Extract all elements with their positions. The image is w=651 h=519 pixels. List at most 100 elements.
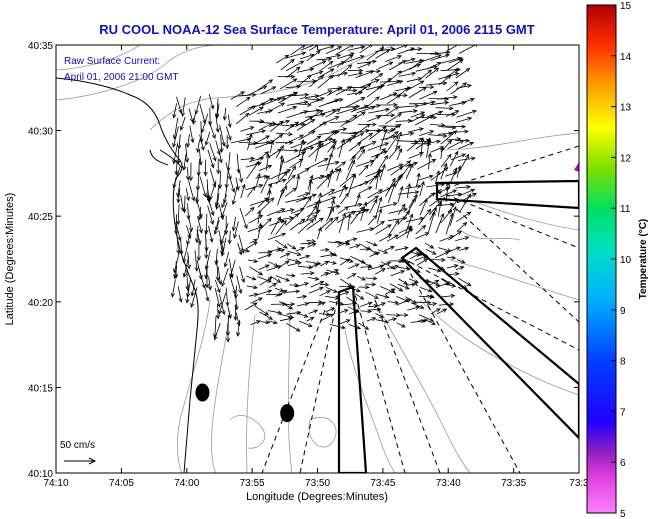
current-vector-head (412, 299, 417, 304)
current-vector (309, 75, 324, 88)
current-vector-head (196, 256, 201, 262)
current-vector (259, 98, 274, 106)
current-vector (199, 149, 202, 165)
current-vector (439, 235, 454, 242)
current-vector-head (316, 198, 321, 204)
station-2-marker (280, 404, 295, 423)
current-vector-head (280, 102, 286, 107)
current-vector (309, 179, 312, 195)
current-vector-head (431, 321, 436, 325)
current-vector (329, 324, 346, 329)
current-vector-head (405, 210, 411, 216)
current-vector-head (352, 237, 358, 242)
current-vector-head (307, 102, 312, 107)
current-vector (429, 279, 439, 286)
current-vector (434, 251, 449, 259)
current-vector (237, 319, 240, 337)
current-vector (438, 303, 454, 306)
current-vector-head (384, 319, 390, 324)
current-vector (456, 259, 465, 264)
current-vector (398, 105, 419, 108)
current-vector-head (359, 132, 365, 137)
station-markers (195, 383, 295, 423)
current-vector-head (221, 203, 226, 209)
current-vector (177, 188, 181, 203)
current-vector (396, 322, 406, 328)
current-vector-head (427, 69, 433, 74)
current-vector-head (343, 309, 349, 313)
current-vector (317, 227, 322, 240)
current-vector (409, 59, 423, 70)
current-vector (429, 101, 449, 106)
current-vector (260, 86, 276, 95)
current-vector-head (333, 288, 338, 293)
current-vector (455, 211, 471, 223)
current-vector-head (267, 278, 272, 283)
current-vector-head (457, 192, 463, 197)
current-vector (185, 188, 190, 201)
current-vector (330, 128, 347, 132)
current-vector-head (466, 281, 472, 287)
current-vector-head (285, 252, 291, 257)
current-vector-head (452, 95, 458, 100)
current-vector (188, 216, 193, 232)
current-vector-head (359, 206, 365, 212)
current-vector-head (197, 240, 202, 246)
current-vector-head (213, 335, 218, 341)
current-vector-head (282, 219, 287, 225)
current-vector (439, 295, 455, 298)
current-vector (320, 261, 329, 267)
current-vector-head (375, 251, 381, 256)
current-vector-head (376, 103, 381, 109)
current-vector (356, 228, 374, 233)
current-vector-head (352, 114, 358, 119)
current-vector (365, 195, 379, 206)
current-vector-head (358, 68, 364, 73)
current-vector (285, 213, 299, 226)
current-vector (357, 62, 371, 69)
current-vector (337, 52, 355, 60)
current-vector-head (264, 151, 270, 156)
current-vector-head (431, 250, 437, 255)
current-vector-head (364, 208, 370, 213)
current-vector (189, 125, 194, 143)
current-vector (455, 266, 464, 271)
current-vector-head (318, 70, 324, 75)
current-vector-head (352, 88, 358, 93)
current-vector-head (372, 59, 377, 64)
current-vector (258, 122, 273, 131)
current-vector-head (221, 141, 226, 147)
current-vector (395, 247, 408, 251)
current-vector-head (288, 305, 293, 310)
current-vector (346, 273, 356, 279)
current-vector-head (202, 192, 207, 198)
current-vector-head (458, 58, 464, 64)
current-vector (285, 151, 306, 163)
current-vector-head (182, 273, 187, 278)
current-vector-head (370, 105, 376, 110)
current-vector (397, 186, 403, 203)
current-vector (458, 45, 476, 54)
current-vector (437, 96, 457, 100)
current-vector-head (319, 286, 324, 291)
current-vector-head (223, 262, 228, 268)
current-vector (214, 288, 220, 307)
current-vector (378, 125, 399, 127)
current-vector (395, 120, 412, 122)
current-vector (370, 220, 385, 232)
current-vector (349, 111, 366, 123)
current-vector (276, 209, 294, 214)
current-vector (418, 295, 434, 298)
current-vector-head (185, 298, 190, 304)
current-vector (173, 166, 181, 188)
current-vector-head (204, 141, 209, 146)
current-vector-head (325, 312, 331, 317)
current-vector-head (331, 144, 336, 150)
current-vector (287, 250, 301, 256)
current-vector (340, 89, 357, 91)
current-vector-head (348, 54, 354, 59)
current-vector-head (436, 62, 442, 66)
current-vector-head (299, 207, 305, 212)
current-vector-head (374, 195, 380, 200)
current-vector-head (390, 288, 396, 293)
